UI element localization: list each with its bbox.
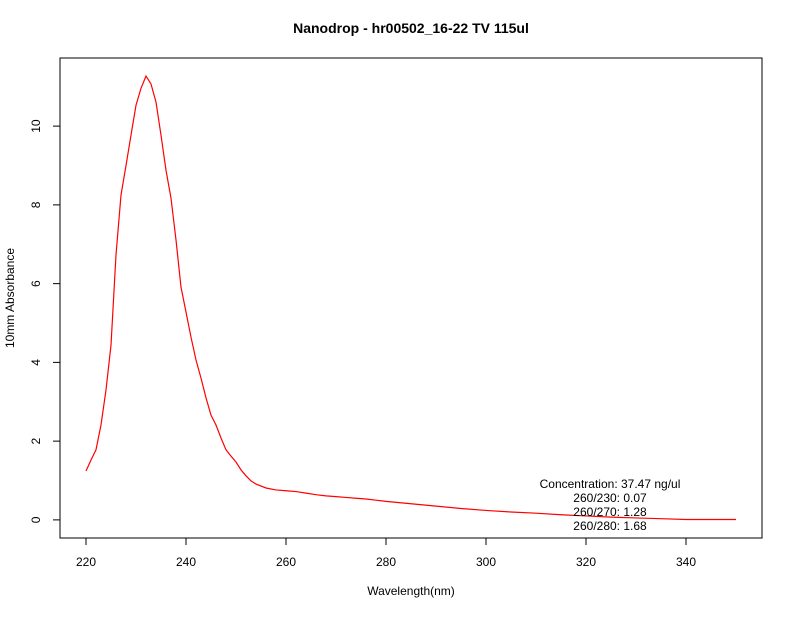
x-tick-label: 220: [76, 555, 96, 569]
annotation: 260/270: 1.28: [573, 505, 647, 519]
x-tick-label: 300: [476, 555, 496, 569]
y-tick-label: 0: [29, 516, 43, 523]
x-tick-label: 260: [276, 555, 296, 569]
y-tick-label: 4: [29, 359, 43, 366]
data-line: [85, 74, 736, 521]
x-tick-label: 340: [676, 555, 696, 569]
x-axis-label: Wavelength(nm): [367, 584, 455, 598]
annotation: 260/280: 1.68: [573, 519, 647, 533]
x-tick-label: 240: [176, 555, 196, 569]
x-tick-label: 280: [376, 555, 396, 569]
y-tick-label: 6: [29, 280, 43, 287]
annotation: 260/230: 0.07: [573, 491, 647, 505]
chart-title: Nanodrop - hr00502_16-22 TV 115ul: [293, 20, 529, 36]
y-axis-label: 10mm Absorbance: [3, 248, 17, 348]
y-tick-label: 10: [29, 119, 43, 133]
y-tick-label: 8: [29, 201, 43, 208]
y-tick-label: 2: [29, 437, 43, 444]
annotation: Concentration: 37.47 ng/ul: [540, 477, 681, 491]
x-tick-label: 320: [576, 555, 596, 569]
